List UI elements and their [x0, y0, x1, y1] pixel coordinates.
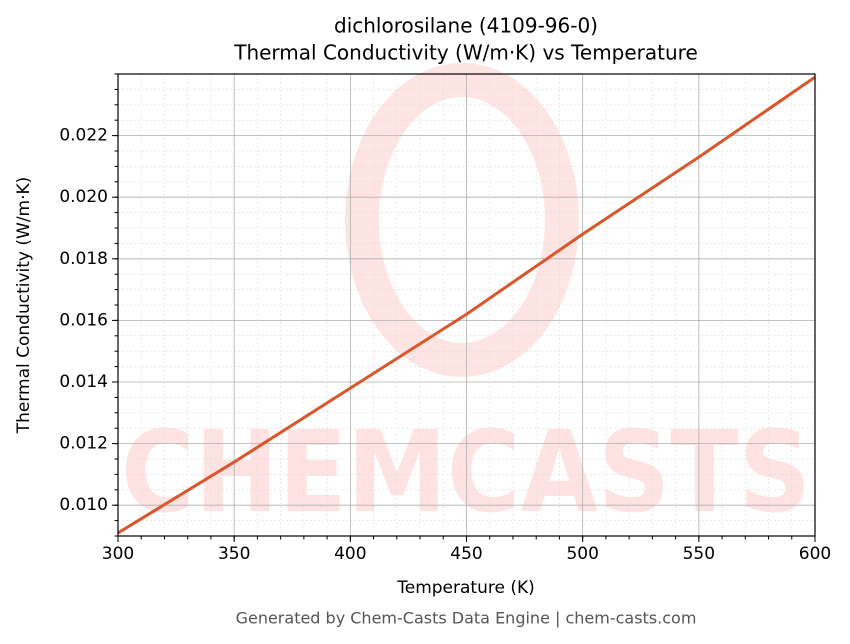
x-tick-label: 600: [799, 544, 831, 564]
y-tick-label: 0.014: [59, 372, 108, 392]
y-tick-label: 0.010: [59, 495, 108, 515]
x-tick-label: 550: [683, 544, 715, 564]
y-tick-label: 0.018: [59, 249, 108, 269]
x-tick-label: 500: [566, 544, 598, 564]
chart-subtitle: Thermal Conductivity (W/m·K) vs Temperat…: [233, 41, 698, 65]
watermark: CHEMCASTS: [121, 63, 811, 538]
x-tick-label: 400: [334, 544, 366, 564]
watermark-logo: [345, 63, 579, 377]
watermark-text: CHEMCASTS: [121, 408, 811, 538]
footer: Generated by Chem-Casts Data Engine | ch…: [236, 609, 697, 628]
y-tick-label: 0.012: [59, 434, 108, 454]
y-tick-label: 0.022: [59, 126, 108, 146]
y-tick-label: 0.020: [59, 187, 108, 207]
chart-title: dichlorosilane (4109-96-0): [334, 14, 598, 38]
x-tick-label: 350: [218, 544, 250, 564]
y-tick-label: 0.016: [59, 310, 108, 330]
x-tick-label: 450: [450, 544, 482, 564]
data-line: [117, 75, 816, 535]
x-axis-label: Temperature (K): [396, 578, 535, 598]
y-axis-label: Thermal Conductivity (W/m·K): [14, 177, 34, 435]
plot-frame: [117, 73, 816, 537]
x-tick-label: 300: [102, 544, 134, 564]
